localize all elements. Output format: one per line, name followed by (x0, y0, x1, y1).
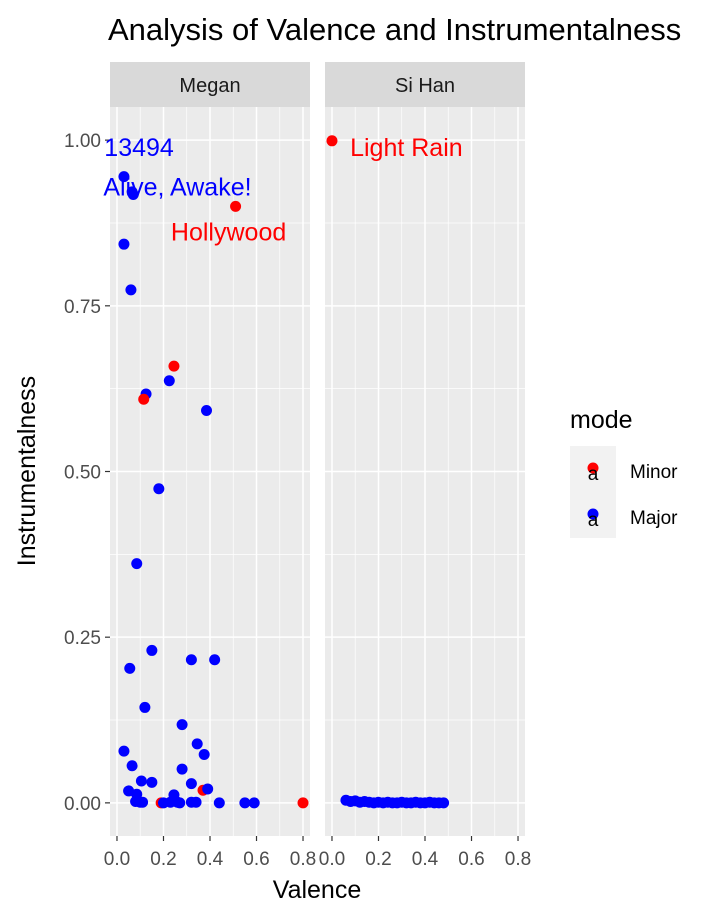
legend-label: Major (630, 508, 678, 529)
data-point-minor (297, 797, 309, 809)
point-label: Hollywood (171, 219, 286, 247)
data-point-major (127, 188, 139, 200)
legend-title: mode (570, 406, 633, 434)
data-point-major (185, 654, 197, 666)
data-point-minor (230, 200, 242, 212)
data-point-major (118, 171, 130, 183)
legend: mode a Minor a Major (570, 406, 678, 538)
facet-strip-label: Megan (179, 75, 240, 97)
data-point-major (124, 662, 136, 674)
data-point-major (135, 775, 147, 787)
facet-strip-label: Si Han (395, 75, 455, 97)
data-point-major (209, 654, 221, 666)
y-tick-label: 0.75 (64, 297, 101, 318)
x-tick-label: 0.0 (319, 849, 345, 870)
facet-panel-0: Megan 0.0 0.2 0.4 0.6 0.8 0.00 0.25 0.50 0.75 1.00… (64, 62, 316, 870)
y-tick-label: 0.25 (64, 628, 101, 649)
data-point-minor (138, 393, 150, 405)
y-axis-title: Instrumentalness (13, 376, 41, 566)
data-point-major (118, 238, 130, 250)
data-point-major (198, 748, 210, 760)
y-tick-label: 1.00 (64, 131, 101, 152)
data-point-major (213, 797, 225, 809)
data-point-major (146, 776, 158, 788)
data-point-major (190, 796, 202, 808)
data-point-major (163, 375, 175, 387)
point-label: Alive, Awake! (103, 174, 251, 202)
data-point-major (176, 719, 188, 731)
x-tick-label: 0.4 (197, 849, 224, 870)
legend-key-point (587, 462, 599, 474)
data-point-minor (326, 135, 338, 147)
x-axis-title: Valence (273, 876, 362, 904)
x-tick-label: 0.6 (243, 849, 269, 870)
y-tick-label: 0.00 (64, 794, 101, 815)
facet-panel-1: Si Han 0.0 0.2 0.4 0.6 0.8 Light Rain (319, 62, 531, 870)
legend-key-glyph: a (588, 464, 599, 485)
data-point-major (137, 796, 149, 808)
data-point-major (176, 763, 188, 775)
legend-label: Minor (630, 462, 678, 483)
x-tick-label: 0.0 (104, 849, 130, 870)
y-tick-label: 0.50 (64, 463, 101, 484)
facet-strip (110, 62, 310, 107)
x-tick-label: 0.6 (458, 849, 484, 870)
data-point-major (239, 797, 251, 809)
data-point-major (191, 738, 203, 750)
data-point-major (153, 483, 165, 495)
data-point-major (126, 760, 138, 772)
data-point-major (118, 745, 130, 757)
data-point-major (146, 644, 158, 656)
facet-panels: Megan 0.0 0.2 0.4 0.6 0.8 0.00 0.25 0.50 0.75 1.00… (64, 62, 531, 870)
data-point-major (438, 797, 450, 809)
data-point-major (201, 405, 213, 417)
data-point-major (202, 783, 214, 795)
x-tick-label: 0.2 (365, 849, 391, 870)
data-point-major (185, 778, 197, 790)
legend-key-glyph: a (588, 510, 599, 531)
point-label: 13494 (104, 134, 174, 162)
data-point-major (174, 797, 186, 809)
data-point-major (139, 701, 151, 713)
x-tick-label: 0.8 (505, 849, 531, 870)
chart-title: Analysis of Valence and Instrumentalness (108, 12, 681, 47)
data-point-minor (168, 360, 180, 372)
x-tick-label: 0.2 (150, 849, 176, 870)
data-point-major (248, 797, 260, 809)
x-tick-label: 0.8 (290, 849, 316, 870)
data-point-major (131, 558, 143, 570)
data-point-major (125, 284, 137, 296)
legend-entries: a Minor a Major (587, 462, 678, 531)
facet-strip (325, 62, 525, 107)
x-tick-label: 0.4 (412, 849, 439, 870)
legend-key-point (587, 508, 599, 520)
point-label: Light Rain (350, 134, 463, 162)
legend-key-background (570, 446, 616, 538)
